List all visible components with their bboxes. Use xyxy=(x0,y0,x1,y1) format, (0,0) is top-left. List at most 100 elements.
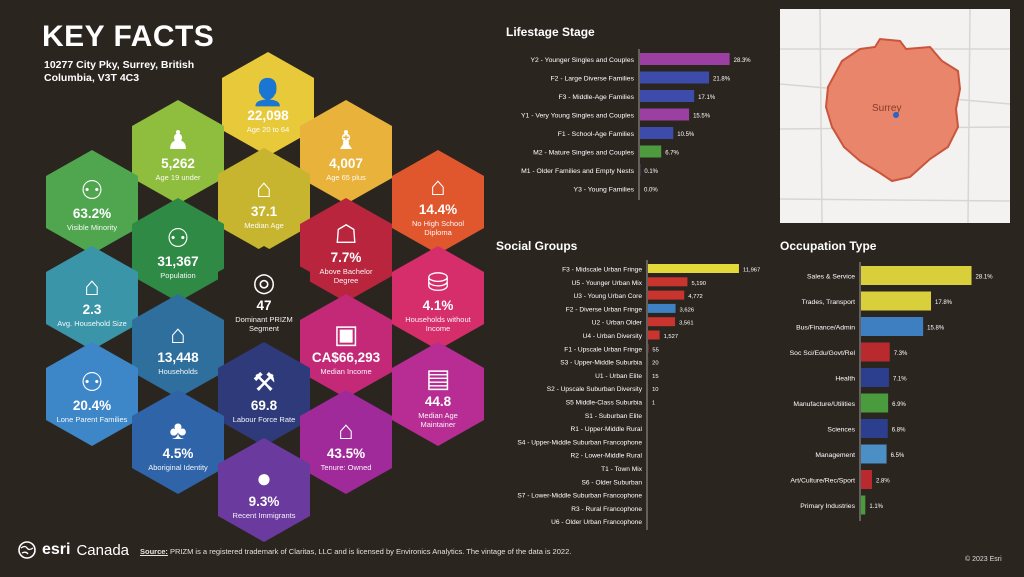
hex-age19: ♟ 5,262 Age 19 under xyxy=(132,100,224,204)
bar xyxy=(640,145,662,158)
category-label: Soc Sci/Edu/Govt/Rel xyxy=(790,350,856,357)
value-label: 6.9% xyxy=(892,402,906,408)
brand-suffix: Canada xyxy=(76,541,130,559)
hex-age65: ♝ 4,007 Age 65 plus xyxy=(300,100,392,204)
graduation-cap-icon: ⌂ xyxy=(430,170,446,201)
bar xyxy=(861,444,887,464)
bar xyxy=(640,71,710,84)
hex-label: Households without Income xyxy=(405,314,471,333)
surrey-boundary xyxy=(824,37,962,183)
source-label: Source: xyxy=(140,547,168,556)
hex-medianage: ⌂ 37.1 Median Age xyxy=(218,148,310,252)
source-note: Source: PRIZM is a registered trademark … xyxy=(140,547,571,556)
value-label: 28.1% xyxy=(976,275,994,281)
bar xyxy=(861,495,866,515)
bar xyxy=(648,330,660,340)
hex-nohs: ⌂ 14.4% No High School Diploma xyxy=(392,150,484,254)
category-label: U1 - Urban Elite xyxy=(595,373,642,380)
hex-value: 31,367 xyxy=(157,254,199,269)
bar xyxy=(861,317,924,336)
category-label: F2 - Large Diverse Families xyxy=(551,76,635,83)
hex-maintainer: ▤ 44.8 Median Age Maintainer xyxy=(392,342,484,446)
wallet-icon: ▣ xyxy=(333,319,359,349)
hex-value: 4.5% xyxy=(162,446,194,461)
school-icon: ☖ xyxy=(334,218,358,249)
category-label: S6 - Older Suburban xyxy=(582,479,643,486)
value-label: 0.1% xyxy=(644,169,658,175)
value-label: 55 xyxy=(652,347,658,353)
hex-label: Median Age Maintainer xyxy=(418,410,458,429)
hex-hhsize: ⌂ 2.3 Avg. Household Size xyxy=(46,246,138,350)
category-label: S2 - Upscale Suburban Diversity xyxy=(547,386,643,393)
person-icon: 👤 xyxy=(251,77,285,107)
hex-value: 9.3% xyxy=(248,494,280,509)
location-map[interactable]: Surrey xyxy=(780,9,1010,223)
value-label: 1,527 xyxy=(664,334,679,340)
family-house-icon: ⌂ xyxy=(84,271,100,301)
hex-owned: ⌂ 43.5% Tenure: Owned xyxy=(300,390,392,494)
hex-value: 13,448 xyxy=(157,350,199,365)
hex-population: ⚇ 31,367 Population xyxy=(132,198,224,302)
value-label: 4,772 xyxy=(688,294,703,300)
category-label: Bus/Finance/Admin xyxy=(796,325,855,332)
coins-icon: ⛁ xyxy=(427,266,449,297)
value-label: 7.1% xyxy=(893,377,907,383)
category-label: T1 - Town Mix xyxy=(601,466,643,473)
category-label: Y3 - Young Families xyxy=(574,187,635,194)
bar xyxy=(640,90,695,102)
value-label: 2.8% xyxy=(876,479,890,485)
hex-label: Above Bachelor Degree xyxy=(319,266,373,285)
bar xyxy=(861,419,888,438)
bar xyxy=(640,127,674,139)
value-label: 15.8% xyxy=(927,326,945,332)
hex-value: 44.8 xyxy=(424,393,452,409)
value-label: 15.5% xyxy=(693,114,711,120)
value-label: 15 xyxy=(652,374,658,380)
hex-noincome: ⛁ 4.1% Households without Income xyxy=(392,246,484,350)
value-label: 3,561 xyxy=(679,321,694,327)
hex-label: Tenure: Owned xyxy=(320,463,372,472)
bar xyxy=(861,470,873,489)
category-label: S3 - Upper-Middle Suburbia xyxy=(560,360,642,367)
hex-label: Households xyxy=(158,367,198,376)
hex-label: Age 65 plus xyxy=(326,173,366,182)
category-label: Management xyxy=(815,452,855,459)
hex-value: 4.1% xyxy=(422,297,454,313)
hex-value: 63.2% xyxy=(72,206,112,221)
home-icon: ⌂ xyxy=(338,415,354,445)
value-label: 11,967 xyxy=(743,268,760,274)
value-label: 6.7% xyxy=(665,151,679,157)
hex-value: 69.8 xyxy=(250,398,278,413)
hex-value: 2.3 xyxy=(82,302,102,317)
child-icon: ♟ xyxy=(166,125,190,155)
bar xyxy=(861,291,932,311)
hex-label: Age 19 under xyxy=(155,173,201,182)
value-label: 6.8% xyxy=(892,428,906,434)
category-label: Health xyxy=(835,376,855,383)
hex-label: Median Age xyxy=(244,221,284,230)
cake-icon: ⌂ xyxy=(256,173,272,203)
lifestage-title: Lifestage Stage xyxy=(506,25,595,39)
parent-child-icon: ⚇ xyxy=(80,367,104,397)
occupation-chart: Sales & Service 28.1% Trades, Transport 17.… xyxy=(762,258,1017,533)
hex-label: Visible Minority xyxy=(66,223,118,232)
hex-label: No High School Diploma xyxy=(411,218,465,237)
category-label: F1 - School-Age Families xyxy=(558,131,635,138)
hex-aboriginal: ♣ 4.5% Aboriginal Identity xyxy=(132,390,224,494)
value-label: 6.5% xyxy=(891,453,905,459)
hex-label: Aboriginal Identity xyxy=(148,463,208,472)
value-label: 1.1% xyxy=(869,504,883,510)
category-label: S4 - Upper-Middle Suburban Francophone xyxy=(517,439,642,446)
category-label: Art/Culture/Rec/Sport xyxy=(790,478,855,485)
category-label: Primary Industries xyxy=(800,503,855,510)
hex-label: Population xyxy=(160,271,196,280)
value-label: 21.8% xyxy=(713,77,731,83)
hex-label: Avg. Household Size xyxy=(57,319,127,328)
value-label: 17.8% xyxy=(935,300,953,306)
social-groups-chart: F3 - Midscale Urban Fringe 11,967 U5 - You… xyxy=(492,258,777,541)
occupation-title: Occupation Type xyxy=(780,239,877,253)
category-label: Sciences xyxy=(827,427,855,434)
esri-canada-logo[interactable]: esri Canada xyxy=(18,541,129,559)
category-label: U3 - Young Urban Core xyxy=(573,293,642,300)
category-label: R3 - Rural Francophone xyxy=(571,506,642,513)
